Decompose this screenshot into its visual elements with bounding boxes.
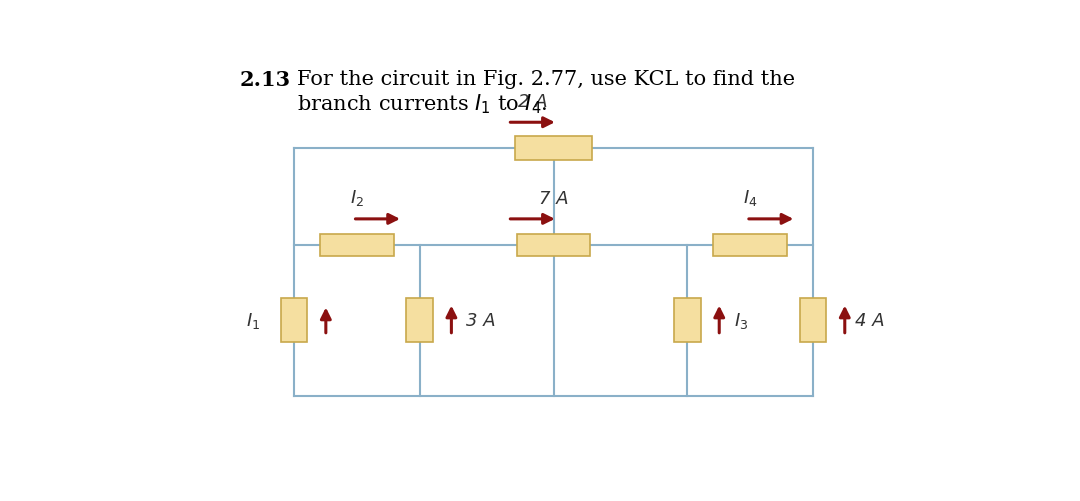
Bar xyxy=(674,298,701,343)
Bar xyxy=(320,234,393,257)
Text: $I_4$: $I_4$ xyxy=(743,187,757,207)
Bar xyxy=(714,234,787,257)
Bar xyxy=(515,137,592,161)
Bar xyxy=(281,298,308,343)
Text: 7 A: 7 A xyxy=(539,189,568,207)
Text: branch currents $I_1$ to $I_4$.: branch currents $I_1$ to $I_4$. xyxy=(297,92,548,115)
Text: $I_3$: $I_3$ xyxy=(734,311,748,331)
Text: 4 A: 4 A xyxy=(855,312,885,330)
Text: For the circuit in Fig. 2.77, use KCL to find the: For the circuit in Fig. 2.77, use KCL to… xyxy=(297,70,795,89)
Bar xyxy=(516,234,591,257)
Text: 3 A: 3 A xyxy=(467,312,496,330)
Text: 2 A: 2 A xyxy=(517,93,548,111)
Text: $I_1$: $I_1$ xyxy=(246,311,260,331)
Text: 2.13: 2.13 xyxy=(240,70,291,90)
Bar xyxy=(799,298,826,343)
Bar xyxy=(406,298,433,343)
Text: $I_2$: $I_2$ xyxy=(350,187,364,207)
